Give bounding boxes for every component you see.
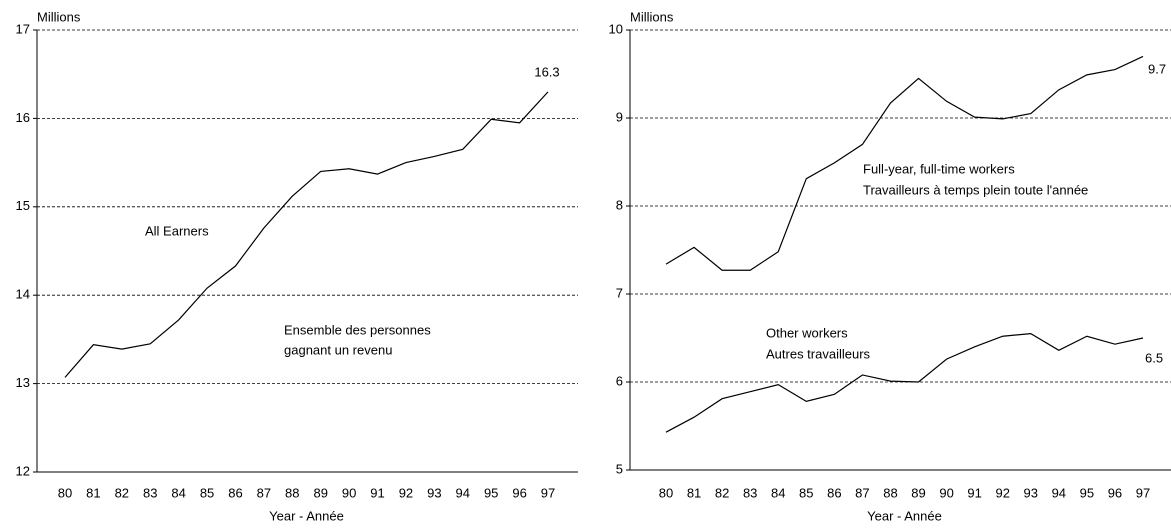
x-tick-label: 94 — [1052, 485, 1066, 500]
annotation: Autres travailleurs — [766, 346, 871, 361]
x-tick-label: 96 — [512, 485, 526, 500]
y-tick-label: 7 — [616, 285, 623, 300]
y-tick-label: 12 — [16, 463, 30, 478]
x-tick-label: 85 — [200, 485, 214, 500]
y-tick-label: 15 — [16, 198, 30, 213]
x-tick-label: 97 — [541, 485, 555, 500]
y-axis-label: Millions — [630, 9, 674, 24]
annotation: gagnant un revenu — [284, 342, 392, 357]
x-tick-label: 95 — [1080, 485, 1094, 500]
y-tick-label: 14 — [16, 287, 30, 302]
x-tick-label: 81 — [687, 485, 701, 500]
data-line — [665, 55, 1144, 271]
x-tick-label: 89 — [911, 485, 925, 500]
annotation: Travailleurs à temps plein toute l'année — [863, 182, 1088, 197]
x-tick-label: 81 — [86, 485, 100, 500]
x-tick-label: 95 — [484, 485, 498, 500]
x-tick-label: 87 — [257, 485, 271, 500]
x-tick-label: 84 — [171, 485, 185, 500]
y-tick-label: 10 — [609, 21, 623, 36]
x-tick-label: 86 — [228, 485, 242, 500]
x-tick-label: 85 — [799, 485, 813, 500]
x-tick-label: 91 — [967, 485, 981, 500]
x-tick-label: 86 — [827, 485, 841, 500]
annotation: Other workers — [766, 325, 848, 340]
x-tick-label: 97 — [1136, 485, 1150, 500]
x-tick-label: 91 — [370, 485, 384, 500]
x-tick-label: 84 — [771, 485, 785, 500]
x-tick-label: 89 — [313, 485, 327, 500]
x-axis-label: Year - Année — [867, 508, 942, 523]
x-tick-label: 93 — [1024, 485, 1038, 500]
x-tick-label: 80 — [659, 485, 673, 500]
annotation: All Earners — [145, 223, 209, 238]
y-tick-label: 13 — [16, 375, 30, 390]
x-tick-label: 93 — [427, 485, 441, 500]
annotation: 9.7 — [1148, 61, 1166, 76]
x-tick-label: 87 — [855, 485, 869, 500]
data-line — [64, 91, 549, 378]
x-tick-label: 96 — [1108, 485, 1122, 500]
y-tick-label: 6 — [616, 373, 623, 388]
y-tick-label: 9 — [616, 109, 623, 124]
y-tick-label: 5 — [616, 461, 623, 476]
annotation: 6.5 — [1145, 350, 1163, 365]
y-axis-label: Millions — [37, 9, 81, 24]
x-tick-label: 83 — [143, 485, 157, 500]
x-tick-label: 82 — [115, 485, 129, 500]
x-tick-label: 83 — [743, 485, 757, 500]
annotation: Full-year, full-time workers — [863, 161, 1015, 176]
x-tick-label: 80 — [58, 485, 72, 500]
x-tick-label: 90 — [342, 485, 356, 500]
x-axis-label: Year - Année — [269, 508, 344, 523]
x-tick-label: 88 — [285, 485, 299, 500]
y-tick-label: 8 — [616, 197, 623, 212]
x-tick-label: 92 — [995, 485, 1009, 500]
x-tick-label: 90 — [939, 485, 953, 500]
y-tick-label: 16 — [16, 110, 30, 125]
x-tick-label: 88 — [883, 485, 897, 500]
x-tick-label: 92 — [399, 485, 413, 500]
annotation: 16.3 — [534, 64, 559, 79]
annotation: Ensemble des personnes — [284, 322, 431, 337]
x-tick-label: 82 — [715, 485, 729, 500]
y-tick-label: 17 — [16, 21, 30, 36]
data-line — [665, 332, 1144, 433]
x-tick-label: 94 — [456, 485, 470, 500]
